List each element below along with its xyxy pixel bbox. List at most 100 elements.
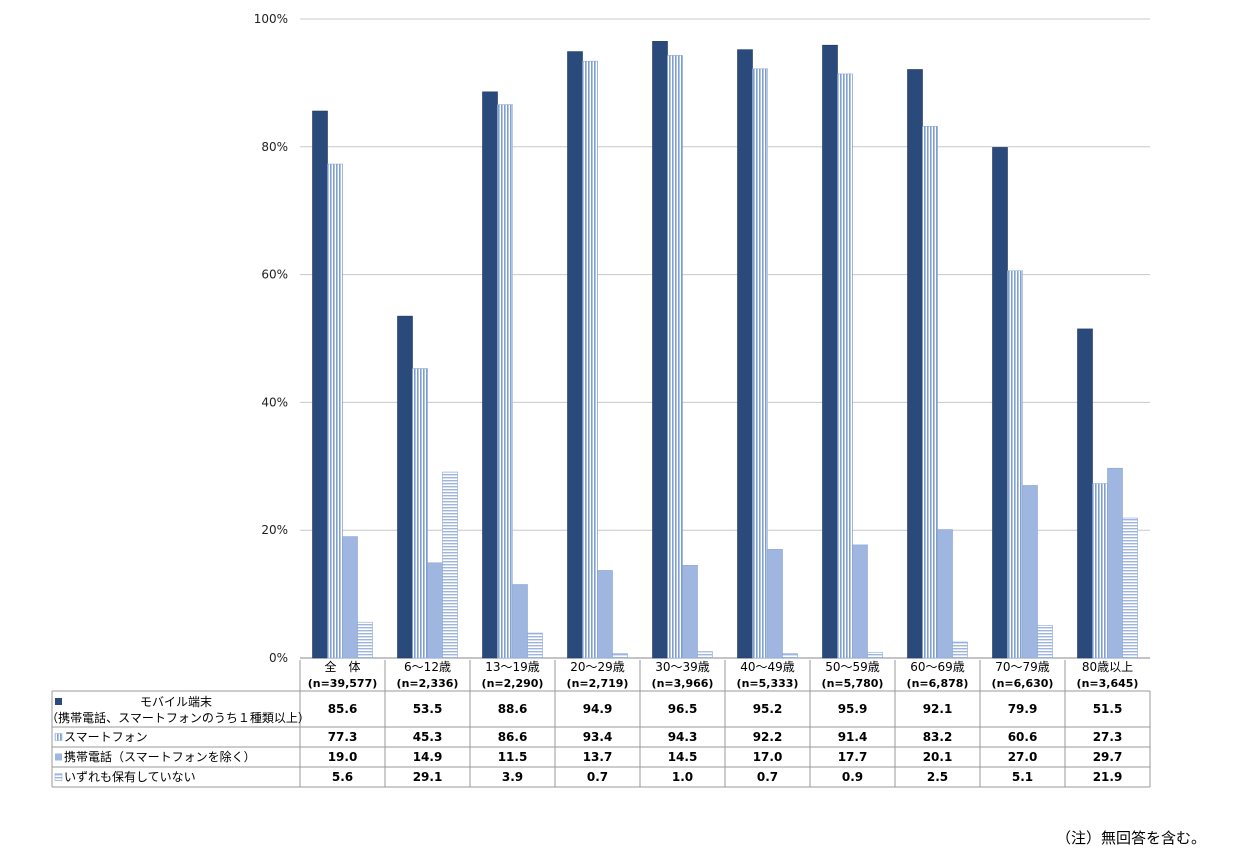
bar: [342, 536, 358, 659]
bar: [357, 621, 373, 659]
bar: [837, 73, 853, 659]
table-cell: 29.1: [413, 770, 443, 784]
y-tick-label: 0%: [269, 651, 288, 665]
y-tick-label: 100%: [254, 12, 288, 26]
table-cell: 14.5: [668, 750, 698, 764]
category-label: 13～19歳: [485, 660, 540, 674]
table-cell: 19.0: [328, 750, 358, 764]
y-tick-label: 40%: [261, 395, 288, 409]
table-cell: 0.7: [587, 770, 608, 784]
bar: [667, 55, 683, 659]
y-axis-ticks: 0% 20% 40% 60% 80% 100%: [254, 12, 288, 665]
category-n-label: (n=6,878): [907, 677, 969, 690]
category-label: 80歳以上: [1082, 660, 1133, 674]
bar: [482, 91, 498, 659]
bar: [1007, 270, 1023, 659]
table-cell: 96.5: [668, 702, 698, 716]
bar: [652, 41, 668, 659]
table-cell: 95.9: [838, 702, 868, 716]
table-cell: 20.1: [923, 750, 953, 764]
table-cell: 27.3: [1093, 730, 1123, 744]
bar: [822, 44, 838, 659]
table-cell: 53.5: [413, 702, 443, 716]
table-cell: 95.2: [753, 702, 783, 716]
y-tick-label: 20%: [261, 523, 288, 537]
bar: [427, 562, 443, 659]
bar: [992, 147, 1008, 659]
series-label: スマートフォン: [64, 730, 148, 744]
table-cell: 83.2: [923, 730, 953, 744]
category-n-label: (n=6,630): [992, 677, 1054, 690]
bar: [612, 653, 628, 659]
category-n-label: (n=39,577): [308, 677, 378, 690]
table-cell: 29.7: [1093, 750, 1123, 764]
table-cell: 85.6: [328, 702, 358, 716]
y-tick-label: 80%: [261, 140, 288, 154]
table-cell: 3.9: [502, 770, 523, 784]
bar: [752, 68, 768, 659]
category-n-label: (n=2,719): [567, 677, 629, 690]
bar: [697, 651, 713, 659]
table-cell: 5.6: [332, 770, 353, 784]
bar: [852, 544, 868, 659]
bar: [1122, 517, 1138, 659]
table-cell: 77.3: [328, 730, 358, 744]
legend-swatch: [55, 698, 62, 705]
table-cell: 17.7: [838, 750, 868, 764]
table-cell: 92.1: [923, 702, 953, 716]
bar: [327, 163, 343, 659]
bar: [442, 471, 458, 659]
category-n-label: (n=2,336): [397, 677, 459, 690]
bar: [1107, 467, 1123, 659]
category-labels: 全 体 (n=39,577) 6～12歳 (n=2,336) 13～19歳 (n=2,29…: [308, 659, 1139, 690]
table-cell: 88.6: [498, 702, 528, 716]
table-cell: 94.3: [668, 730, 698, 744]
table-cell: 0.7: [757, 770, 778, 784]
table-cell: 27.0: [1008, 750, 1038, 764]
data-table: モバイル端末（携帯電話、スマートフォンのうち１種類以上） 85.6 53.5 88.6…: [46, 660, 1151, 788]
footnote: （注）無回答を含む。: [1055, 829, 1206, 847]
category-n-label: (n=3,966): [652, 677, 714, 690]
bar: [512, 584, 528, 659]
table-cell: 93.4: [583, 730, 613, 744]
series-label-sub: （携帯電話、スマートフォンのうち１種類以上）: [46, 710, 310, 725]
legend-swatch: [54, 773, 63, 781]
series-label: 携帯電話（スマートフォンを除く）: [64, 749, 256, 764]
bar: [597, 570, 613, 659]
bar: [782, 653, 798, 659]
series-label: いずれも保有していない: [64, 770, 196, 784]
bar: [397, 315, 413, 659]
table-cell: 11.5: [498, 750, 528, 764]
table-cell: 94.9: [583, 702, 613, 716]
table-cell: 92.2: [753, 730, 783, 744]
y-tick-label: 60%: [261, 268, 288, 282]
table-cell: 14.9: [413, 750, 443, 764]
bar: [582, 60, 598, 659]
bar: [952, 641, 968, 659]
category-label: 60～69歳: [910, 660, 965, 674]
bar: [907, 69, 923, 659]
bar: [497, 104, 513, 659]
bar: [567, 51, 583, 659]
bar: [527, 632, 543, 659]
bar: [767, 549, 783, 659]
bar: [1037, 625, 1053, 659]
bar: [682, 565, 698, 659]
bar: [922, 126, 938, 659]
bar: [867, 651, 883, 659]
table-cell: 86.6: [498, 730, 528, 744]
bar: [1022, 485, 1038, 659]
bars: [312, 41, 1138, 659]
category-n-label: (n=3,645): [1077, 677, 1139, 690]
bar: [412, 368, 428, 659]
table-cell: 5.1: [1012, 770, 1033, 784]
legend-swatch: [54, 733, 63, 741]
category-n-label: (n=2,290): [482, 677, 544, 690]
table-cell: 1.0: [672, 770, 693, 784]
bar: [937, 529, 953, 659]
category-label: 50～59歳: [825, 660, 880, 674]
category-n-label: (n=5,780): [822, 677, 884, 690]
category-label: 70～79歳: [995, 660, 1050, 674]
table-cell: 60.6: [1008, 730, 1038, 744]
table-cell: 21.9: [1093, 770, 1123, 784]
